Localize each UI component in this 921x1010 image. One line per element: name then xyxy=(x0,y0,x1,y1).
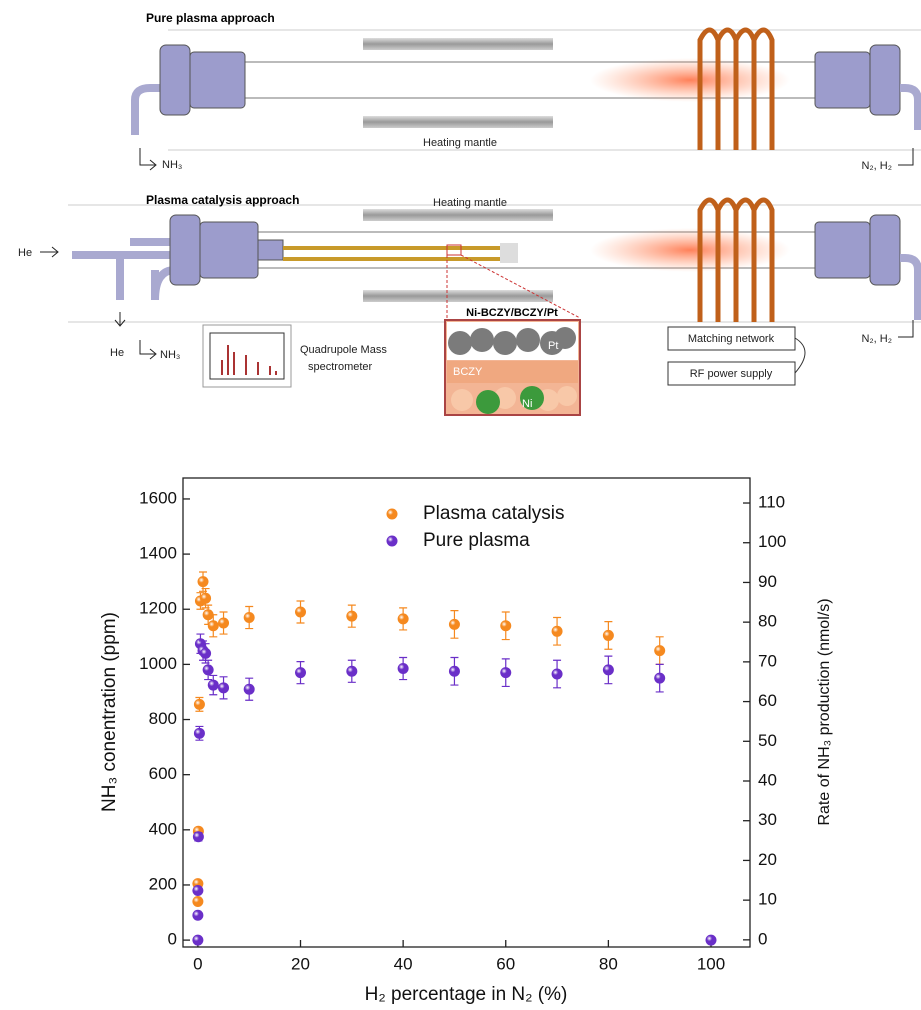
point xyxy=(197,576,209,588)
x-axis-title: H₂ percentage in N₂ (%) xyxy=(365,984,568,1005)
point xyxy=(346,610,358,622)
mantle-label: Heating mantle xyxy=(423,137,497,149)
point xyxy=(200,647,212,659)
point xyxy=(200,592,212,604)
x-tick-label: 20 xyxy=(291,954,310,973)
qms-label: spectrometer xyxy=(308,361,373,373)
mantle-label: Heating mantle xyxy=(433,197,507,209)
legend-marker xyxy=(386,535,398,547)
point xyxy=(346,665,358,677)
box-label: Matching network xyxy=(688,333,775,345)
point xyxy=(654,672,666,684)
y-tick-label: 200 xyxy=(149,874,177,893)
y2-tick-label: 10 xyxy=(758,890,777,909)
x-tick-label: 60 xyxy=(496,954,515,973)
x-tick-label: 40 xyxy=(394,954,413,973)
y2-tick-label: 70 xyxy=(758,651,777,670)
point xyxy=(193,727,205,739)
x-tick-label: 100 xyxy=(697,954,725,973)
layer-label: BCZY xyxy=(453,366,483,378)
point xyxy=(207,620,219,632)
point xyxy=(295,606,307,618)
point xyxy=(243,612,255,624)
x-tick-label: 80 xyxy=(599,954,618,973)
point xyxy=(192,831,204,843)
point xyxy=(202,609,214,621)
outlet-label: NH₃ xyxy=(160,349,180,361)
y-tick-label: 800 xyxy=(149,709,177,728)
point xyxy=(551,668,563,680)
heating-mantle xyxy=(363,116,553,128)
y2-tick-label: 80 xyxy=(758,612,777,631)
pure-plasma-schematic: Pure plasma approach Heating mantle NH₃ … xyxy=(131,11,921,172)
point xyxy=(192,934,204,946)
x-tick-label: 0 xyxy=(193,954,202,973)
box-label: RF power supply xyxy=(690,368,773,380)
qms-label: Quadrupole Mass xyxy=(300,344,387,356)
layer-label: Ni xyxy=(522,398,532,410)
point xyxy=(397,663,409,675)
y2-tick-label: 0 xyxy=(758,929,767,948)
y2-tick-label: 50 xyxy=(758,731,777,750)
y-tick-label: 1400 xyxy=(139,544,177,563)
plot-frame xyxy=(182,477,751,948)
y-tick-label: 600 xyxy=(149,764,177,783)
y2-tick-label: 60 xyxy=(758,691,777,710)
chart: H₂ percentage in N₂ (%) NH₃ conentration… xyxy=(99,477,833,1005)
point xyxy=(243,683,255,695)
outlet-label: NH₃ xyxy=(162,159,182,171)
point xyxy=(192,884,204,896)
inlet-label: N₂, H₂ xyxy=(861,160,892,172)
y-axis-title: NH₃ conentration (ppm) xyxy=(99,612,120,812)
y-tick-label: 1000 xyxy=(139,654,177,673)
point xyxy=(218,682,230,694)
gas-label: He xyxy=(110,347,124,359)
y2-tick-label: 100 xyxy=(758,532,786,551)
point xyxy=(602,629,614,641)
point xyxy=(218,617,230,629)
panel-title: Plasma catalysis approach xyxy=(146,193,299,207)
gas-label: He xyxy=(18,247,32,259)
y2-tick-label: 110 xyxy=(758,493,785,512)
point xyxy=(500,620,512,632)
membrane-label: Ni-BCZY/BCZY/Pt xyxy=(466,307,558,319)
point xyxy=(654,645,666,657)
point xyxy=(192,896,204,908)
y-tick-label: 400 xyxy=(149,819,177,838)
heating-mantle xyxy=(363,38,553,50)
heating-mantle xyxy=(363,290,553,302)
y2-tick-label: 20 xyxy=(758,850,777,869)
point xyxy=(500,667,512,679)
plasma-catalysis-schematic: Plasma catalysis approach Heating mantle… xyxy=(18,193,921,416)
point xyxy=(397,613,409,625)
point xyxy=(207,679,219,691)
layer-label: Pt xyxy=(548,340,558,352)
point xyxy=(202,664,214,676)
point xyxy=(448,618,460,630)
y-tick-label: 0 xyxy=(168,930,177,949)
point xyxy=(448,665,460,677)
legend-label: Pure plasma xyxy=(423,530,530,551)
point xyxy=(705,934,717,946)
y2-axis-title: Rate of NH₃ production (nmol/s) xyxy=(816,598,833,825)
heating-mantle xyxy=(363,209,553,221)
point xyxy=(295,667,307,679)
point xyxy=(551,625,563,637)
y2-tick-label: 30 xyxy=(758,810,777,829)
point xyxy=(193,698,205,710)
y2-tick-label: 90 xyxy=(758,572,777,591)
legend-label: Plasma catalysis xyxy=(423,503,565,524)
point xyxy=(192,909,204,921)
legend-marker xyxy=(386,508,398,520)
y-tick-label: 1200 xyxy=(139,599,177,618)
y2-tick-label: 40 xyxy=(758,770,777,789)
panel-title: Pure plasma approach xyxy=(146,11,275,25)
point xyxy=(602,664,614,676)
inlet-label: N₂, H₂ xyxy=(861,333,892,345)
y-tick-label: 1600 xyxy=(139,488,177,507)
